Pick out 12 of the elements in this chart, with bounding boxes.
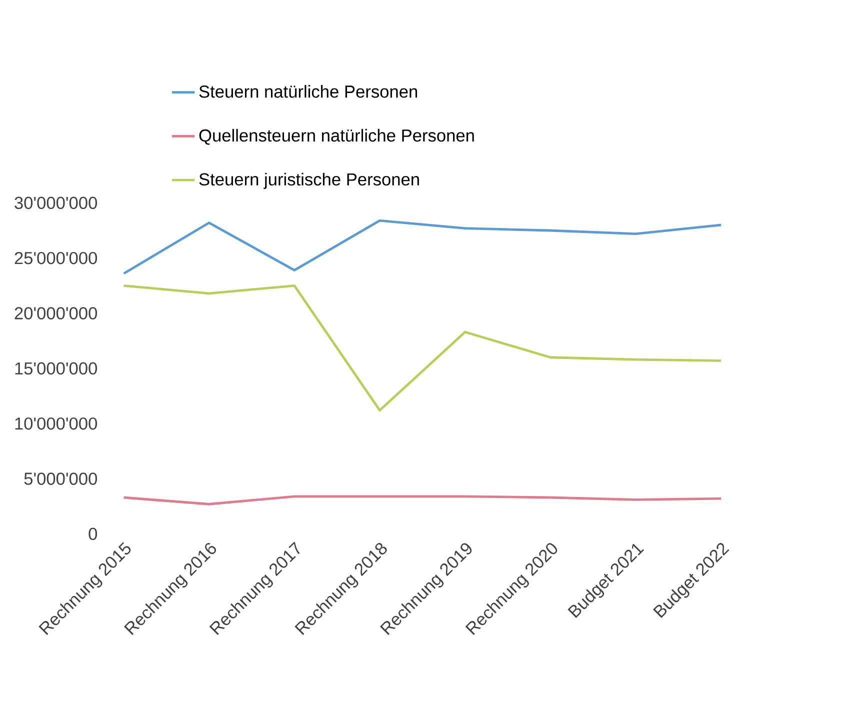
- legend-label: Quellensteuern natürliche Personen: [199, 128, 474, 145]
- y-tick-label: 25'000'000: [14, 252, 98, 264]
- y-tick-label: 0: [88, 528, 98, 540]
- legend-label: Steuern natürliche Personen: [199, 85, 418, 98]
- y-tick-label: 20'000'000: [14, 307, 98, 320]
- legend-label: Steuern juristische Personen: [199, 172, 419, 189]
- y-tick-label: 30'000'000: [14, 196, 98, 210]
- y-tick-label: 10'000'000: [15, 417, 98, 430]
- y-tick-label: 5'000'000: [24, 472, 98, 485]
- line-series: [122, 219, 722, 275]
- line-series: [122, 284, 722, 412]
- y-tick-label: 15'000'000: [15, 362, 98, 375]
